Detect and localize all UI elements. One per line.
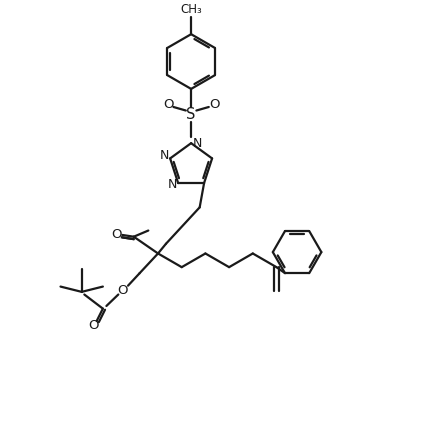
Text: O: O (118, 284, 128, 297)
Text: O: O (88, 319, 99, 332)
Text: S: S (186, 107, 196, 122)
Text: N: N (159, 149, 169, 162)
Text: N: N (167, 178, 177, 191)
Text: N: N (193, 137, 202, 150)
Text: O: O (112, 228, 122, 241)
Text: O: O (163, 98, 174, 111)
Text: CH₃: CH₃ (180, 4, 202, 17)
Text: O: O (209, 98, 219, 111)
